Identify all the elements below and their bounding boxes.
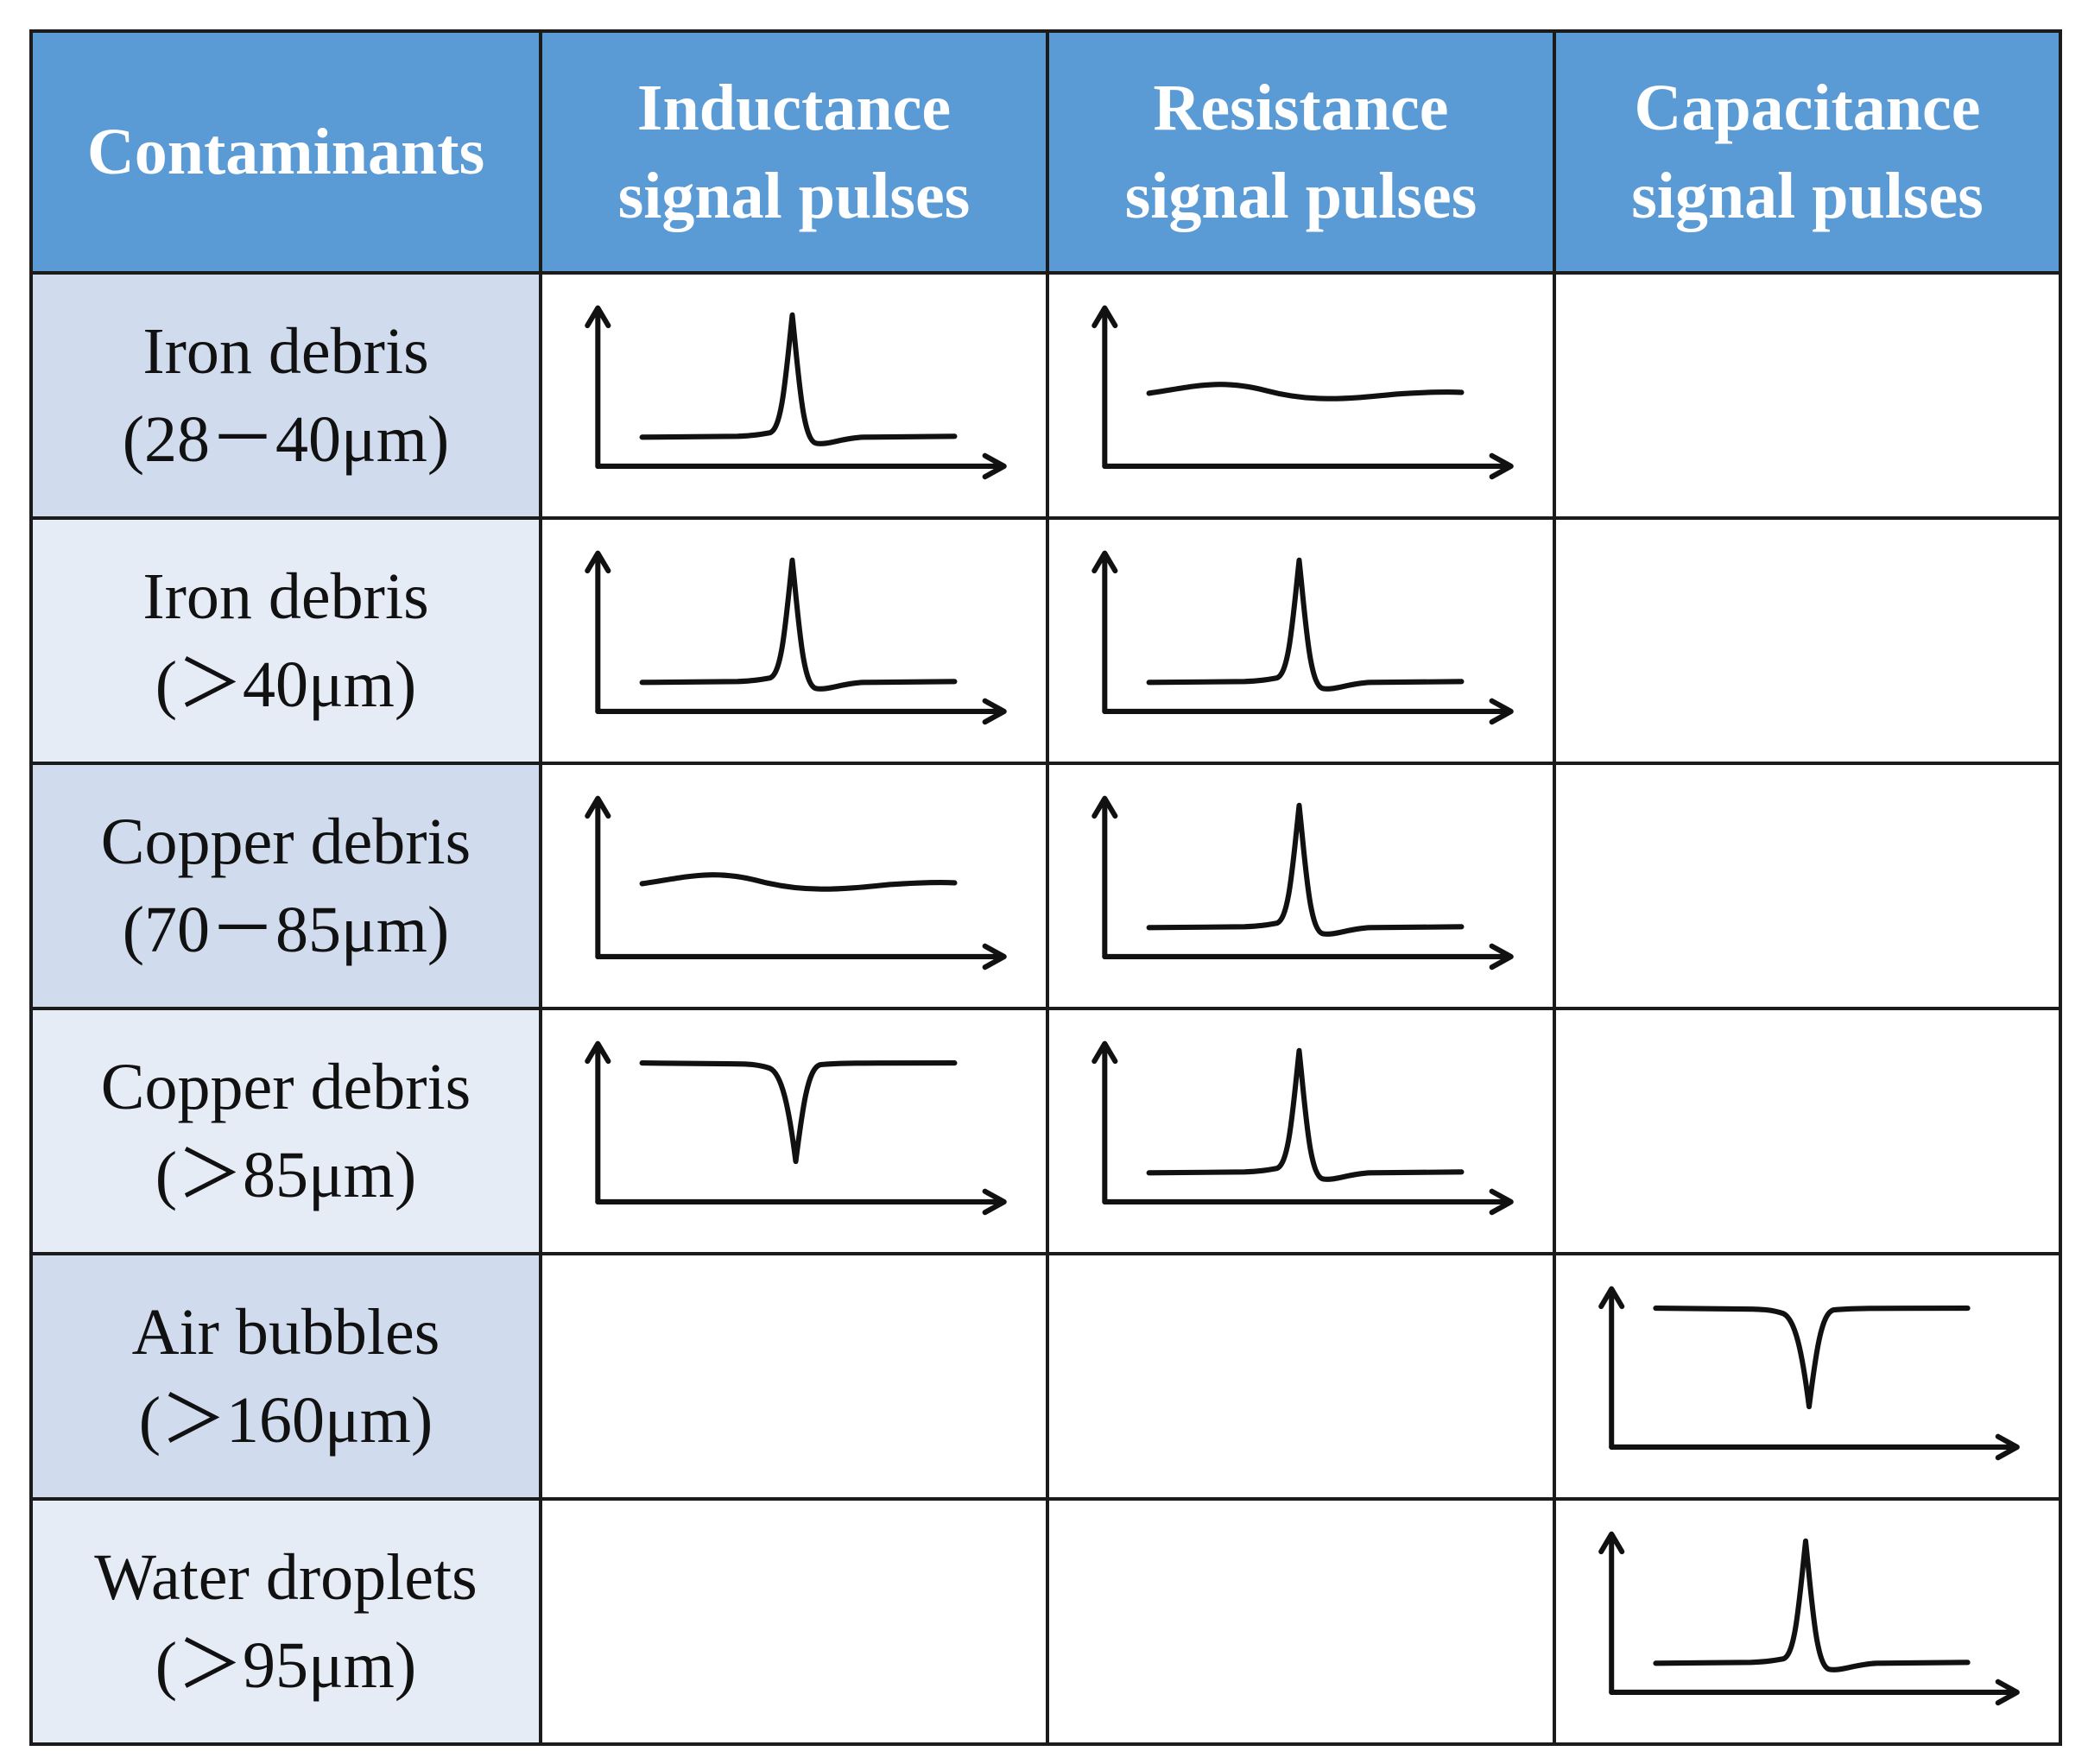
y-axis-arrow-icon	[1598, 1531, 1625, 1696]
resistance-signal-cell	[1046, 762, 1556, 1010]
contaminant-label: Copper debris (70－85μm)	[29, 762, 542, 1010]
capacitance-signal-cell	[1553, 271, 2062, 520]
x-axis-arrow-icon	[595, 698, 1007, 725]
table-row: Iron debris (28－40μm)	[29, 271, 2062, 520]
capacitance-signal-cell	[1553, 516, 2062, 765]
header-contaminants: Contaminants	[29, 29, 542, 275]
signal-pulse-curve	[1653, 1538, 1971, 1672]
signal-pulse-graph	[1091, 795, 1514, 971]
resistance-signal-cell	[1046, 516, 1556, 765]
x-axis-arrow-icon	[595, 452, 1007, 480]
y-axis-arrow-icon	[1091, 1040, 1118, 1205]
x-axis-arrow-icon	[1102, 698, 1514, 725]
signal-pulse-curve	[639, 557, 958, 692]
header-inductance: Inductance signal pulses	[539, 29, 1049, 275]
x-axis-arrow-icon	[595, 1188, 1007, 1216]
signal-pulse-curve	[1146, 382, 1465, 401]
resistance-signal-cell	[1046, 1252, 1556, 1501]
y-axis-arrow-icon	[585, 550, 611, 715]
signal-pulse-graph	[585, 795, 1007, 971]
contaminant-label: Iron debris (＞40μm)	[29, 516, 542, 765]
contaminant-label: Copper debris (＞85μm)	[29, 1007, 542, 1255]
table-row: Copper debris (70－85μm)	[29, 762, 2062, 1010]
table-row: Air bubbles (＞160μm)	[29, 1252, 2062, 1501]
signal-pulse-graph	[585, 305, 1007, 480]
y-axis-arrow-icon	[1091, 305, 1118, 470]
signal-pulse-curve	[1146, 557, 1465, 692]
x-axis-arrow-icon	[595, 943, 1007, 971]
inductance-signal-cell	[539, 271, 1049, 520]
table-row: Water droplets (＞95μm)	[29, 1497, 2062, 1746]
x-axis-arrow-icon	[1102, 943, 1514, 971]
y-axis-arrow-icon	[1091, 795, 1118, 960]
inductance-signal-cell	[539, 1252, 1049, 1501]
signal-pulse-graph	[1598, 1531, 2020, 1706]
inductance-signal-cell	[539, 762, 1049, 1010]
signal-pulse-curve	[639, 312, 958, 446]
y-axis-arrow-icon	[585, 305, 611, 470]
x-axis-arrow-icon	[1102, 452, 1514, 480]
y-axis-arrow-icon	[585, 795, 611, 960]
capacitance-signal-cell	[1553, 1252, 2062, 1501]
signal-pulse-curve	[1146, 1047, 1465, 1182]
header-row: Contaminants Inductance signal pulses Re…	[29, 29, 2062, 275]
resistance-signal-cell	[1046, 1007, 1556, 1255]
contaminant-label: Water droplets (＞95μm)	[29, 1497, 542, 1746]
capacitance-signal-cell	[1553, 1497, 2062, 1746]
resistance-signal-cell	[1046, 1497, 1556, 1746]
signal-pulse-graph	[1091, 550, 1514, 725]
contaminant-signal-table: Contaminants Inductance signal pulses Re…	[29, 29, 2062, 1746]
signal-pulse-curve	[1653, 1306, 1971, 1410]
signal-pulse-graph	[1598, 1286, 2020, 1461]
capacitance-signal-cell	[1553, 1007, 2062, 1255]
signal-pulse-graph	[1091, 1040, 1514, 1216]
y-axis-arrow-icon	[1091, 550, 1118, 715]
x-axis-arrow-icon	[1609, 1433, 2020, 1461]
signal-pulse-curve	[639, 872, 958, 892]
x-axis-arrow-icon	[1609, 1679, 2020, 1706]
signal-pulse-graph	[585, 550, 1007, 725]
contaminant-label: Iron debris (28－40μm)	[29, 271, 542, 520]
capacitance-signal-cell	[1553, 762, 2062, 1010]
inductance-signal-cell	[539, 1007, 1049, 1255]
header-resistance: Resistance signal pulses	[1046, 29, 1556, 275]
inductance-signal-cell	[539, 516, 1049, 765]
signal-pulse-curve	[1146, 802, 1465, 937]
y-axis-arrow-icon	[585, 1040, 611, 1205]
y-axis-arrow-icon	[1598, 1286, 1625, 1451]
inductance-signal-cell	[539, 1497, 1049, 1746]
signal-pulse-curve	[639, 1060, 958, 1165]
table-row: Iron debris (＞40μm)	[29, 516, 2062, 765]
table-row: Copper debris (＞85μm)	[29, 1007, 2062, 1255]
resistance-signal-cell	[1046, 271, 1556, 520]
signal-pulse-graph	[1091, 305, 1514, 480]
x-axis-arrow-icon	[1102, 1188, 1514, 1216]
contaminant-label: Air bubbles (＞160μm)	[29, 1252, 542, 1501]
signal-pulse-graph	[585, 1040, 1007, 1216]
header-capacitance: Capacitance signal pulses	[1553, 29, 2062, 275]
table-body: Iron debris (28－40μm) Iron debris (＞40μm)…	[29, 271, 2062, 1746]
